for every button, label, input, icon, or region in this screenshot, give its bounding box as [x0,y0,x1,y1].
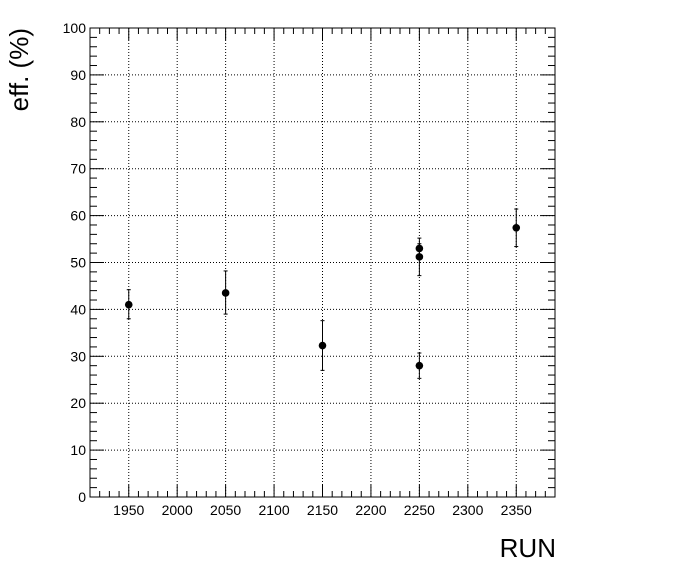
x-tick-label: 2100 [258,502,289,518]
data-point [221,289,230,297]
y-tick-label: 60 [70,208,86,224]
data-point [124,300,133,309]
data-point [318,341,327,350]
x-tick-label: 2000 [162,502,193,518]
grid-lines [90,28,555,497]
data-point [415,361,424,370]
x-tick-label: 2250 [404,502,435,518]
x-tick-label: 2350 [501,502,532,518]
x-tick-label: 2300 [452,502,483,518]
y-tick-label: 100 [63,20,87,36]
x-tick-label: 1950 [113,502,144,518]
x-tick-label: 2150 [307,502,338,518]
y-tick-label: 80 [70,114,86,130]
data-point [415,253,424,261]
y-tick-label: 0 [78,489,86,505]
data-point [512,223,521,232]
y-tick-label: 40 [70,301,86,317]
tick-labels: 1950 2000 2050 2100 2150 2200 2250 2300 23500102… [63,20,532,518]
y-axis-title: eff. (%) [4,28,34,111]
y-tick-label: 70 [70,161,86,177]
y-tick-label: 50 [70,255,86,271]
y-tick-label: 10 [70,442,86,458]
y-tick-label: 30 [70,348,86,364]
x-tick-label: 2200 [355,502,386,518]
data-points [124,208,521,379]
y-tick-label: 20 [70,395,86,411]
x-axis-title: RUN [500,533,556,563]
y-tick-label: 90 [70,67,86,83]
x-tick-label: 2050 [210,502,241,518]
axis-ticks [89,27,556,498]
